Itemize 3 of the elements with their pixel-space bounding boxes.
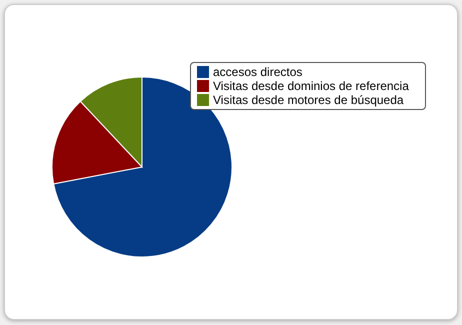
legend-label: Visitas desde dominios de referencia xyxy=(213,79,409,93)
legend-label: Visitas desde motores de búsqueda xyxy=(213,93,404,107)
legend-label: accesos directos xyxy=(213,65,302,79)
